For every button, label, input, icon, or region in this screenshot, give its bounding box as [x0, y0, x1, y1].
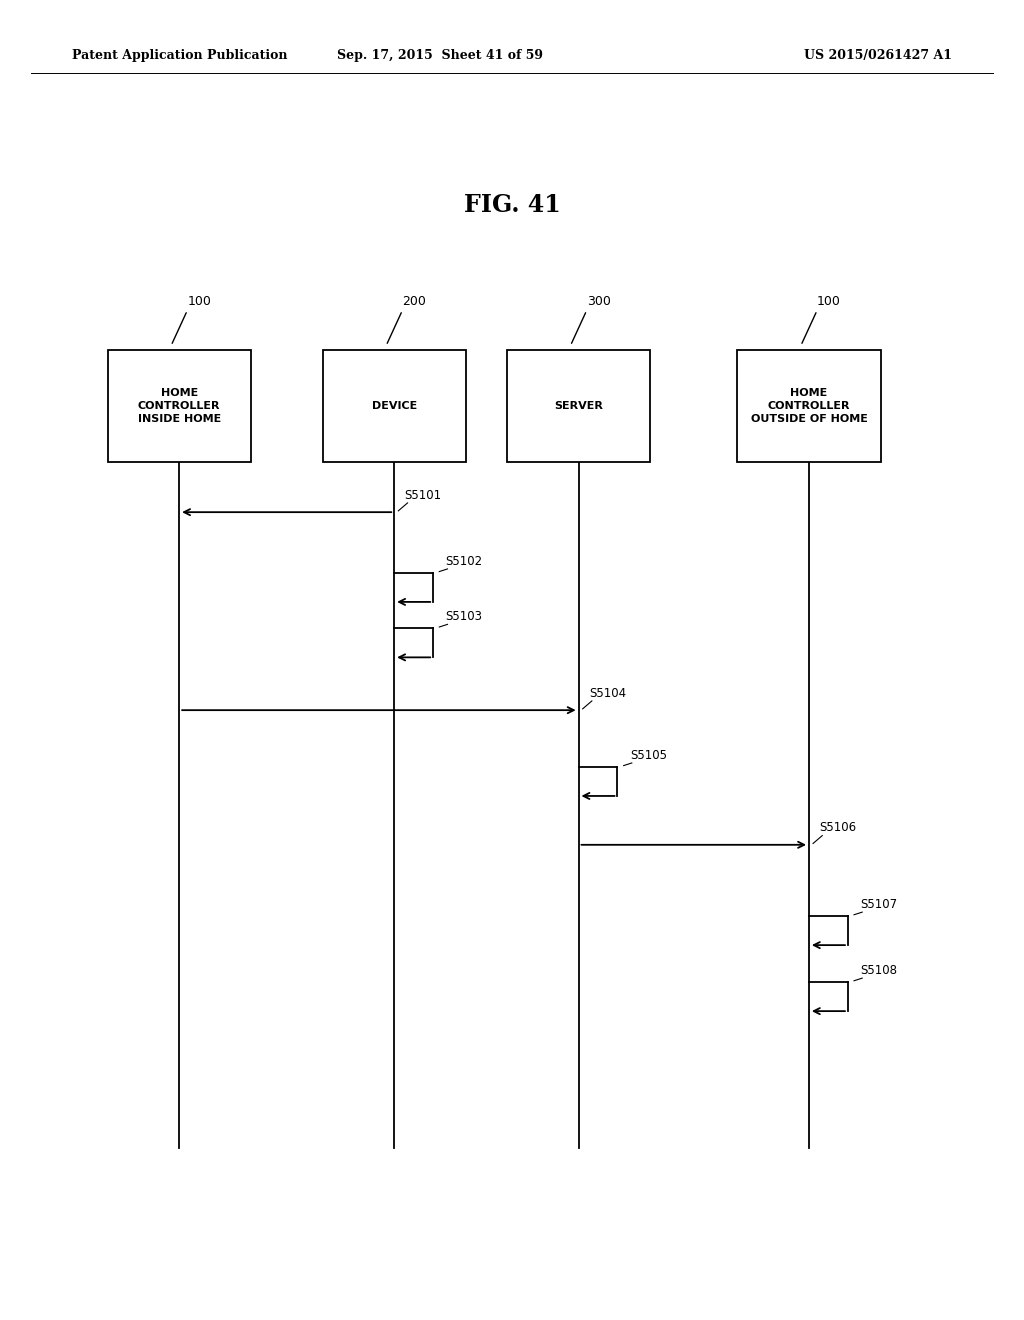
- Text: S5102: S5102: [445, 554, 482, 568]
- Text: Patent Application Publication: Patent Application Publication: [72, 49, 287, 62]
- Text: Sep. 17, 2015  Sheet 41 of 59: Sep. 17, 2015 Sheet 41 of 59: [337, 49, 544, 62]
- Text: 200: 200: [402, 294, 426, 308]
- Text: SERVER: SERVER: [554, 401, 603, 411]
- Text: S5106: S5106: [819, 821, 856, 834]
- Text: S5103: S5103: [445, 610, 482, 623]
- Text: FIG. 41: FIG. 41: [464, 193, 560, 216]
- Text: S5101: S5101: [404, 488, 441, 502]
- Text: S5108: S5108: [860, 964, 897, 977]
- Bar: [507, 350, 650, 462]
- Text: S5107: S5107: [860, 898, 897, 911]
- Text: S5105: S5105: [630, 748, 667, 762]
- Bar: [108, 350, 251, 462]
- Bar: [737, 350, 881, 462]
- Text: S5104: S5104: [589, 686, 626, 700]
- Text: DEVICE: DEVICE: [372, 401, 417, 411]
- Text: 300: 300: [587, 294, 610, 308]
- Text: HOME
CONTROLLER
INSIDE HOME: HOME CONTROLLER INSIDE HOME: [137, 388, 221, 424]
- Text: HOME
CONTROLLER
OUTSIDE OF HOME: HOME CONTROLLER OUTSIDE OF HOME: [751, 388, 867, 424]
- Text: 100: 100: [817, 294, 841, 308]
- Text: US 2015/0261427 A1: US 2015/0261427 A1: [804, 49, 952, 62]
- Bar: [323, 350, 466, 462]
- Text: 100: 100: [187, 294, 211, 308]
